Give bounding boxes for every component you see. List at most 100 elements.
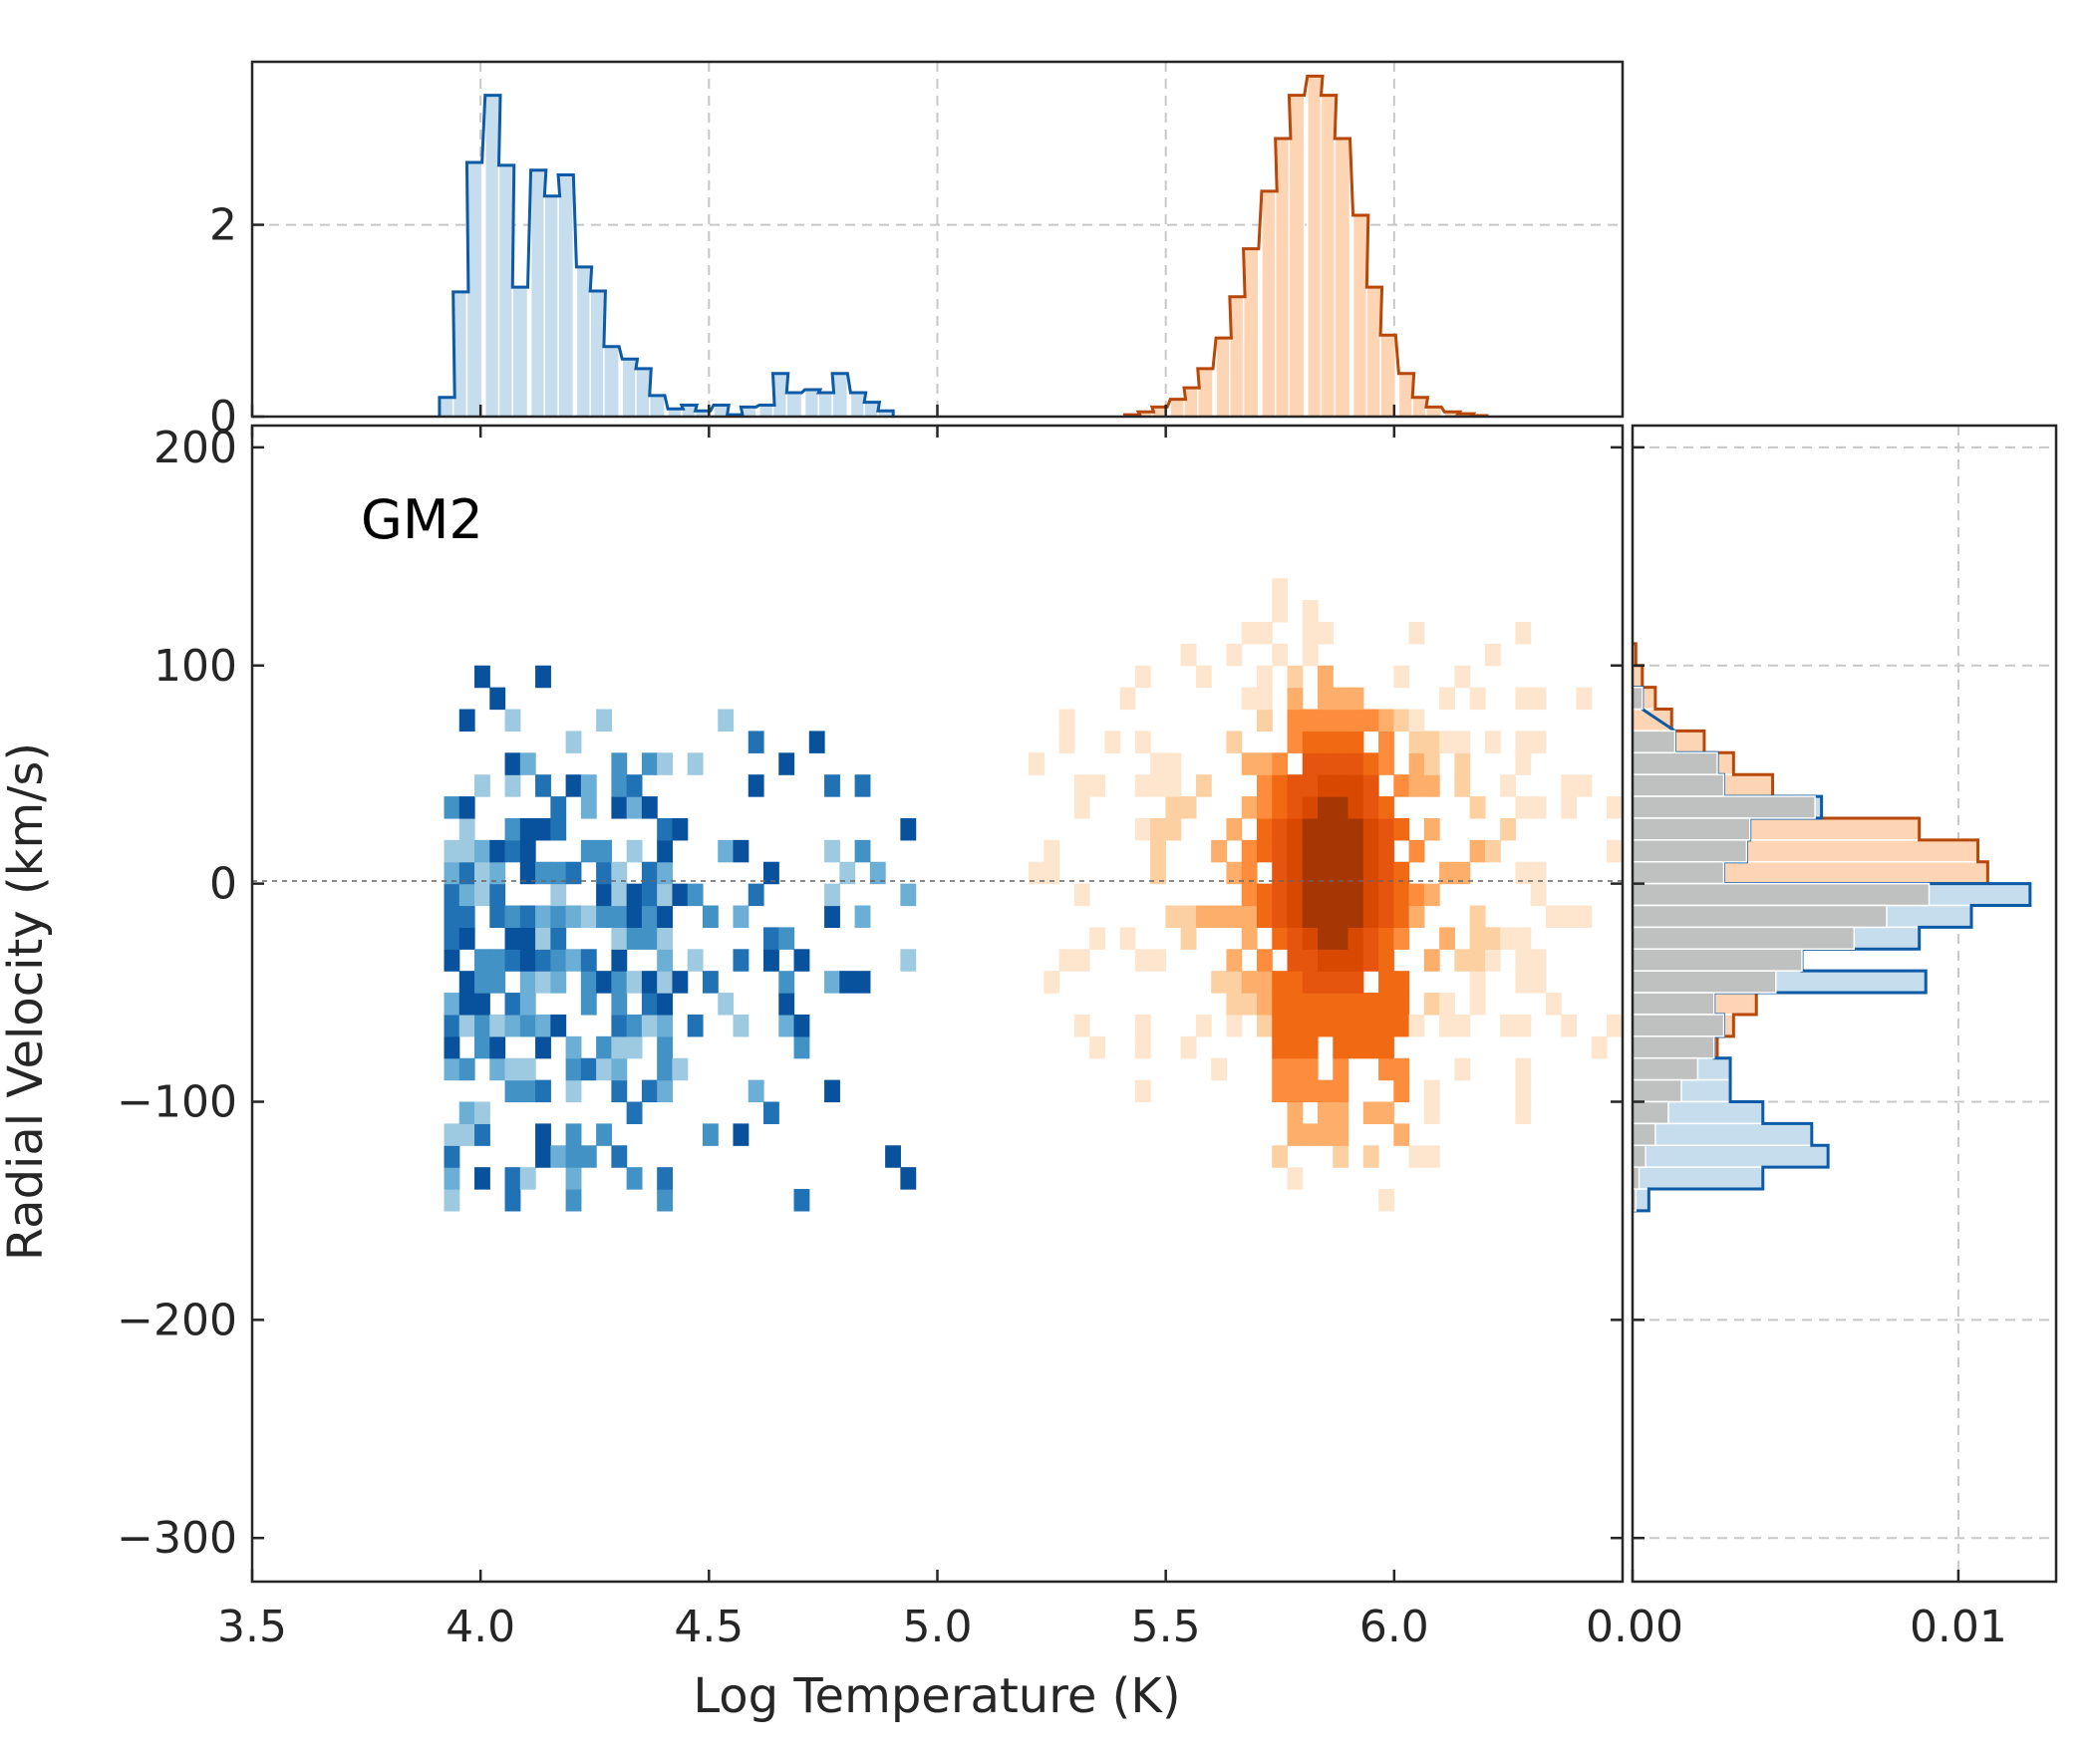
cool-cell (733, 905, 749, 928)
hot-cell (1195, 774, 1212, 797)
hot-cell (1029, 861, 1045, 885)
cool-cell (900, 1167, 917, 1190)
cool-cell (444, 839, 460, 863)
cool-cell (444, 861, 460, 885)
hot-cell (1333, 774, 1349, 797)
cool-cell (489, 1035, 506, 1059)
cool-cell (519, 861, 536, 885)
hot-cell (1272, 905, 1289, 928)
hot-cell (1318, 796, 1334, 819)
cool-cell (565, 905, 582, 928)
hot-cell (1287, 665, 1304, 689)
cool-cell (565, 949, 582, 972)
hot-cell (1378, 839, 1394, 863)
right-overlap-bar (1632, 795, 1816, 819)
cool-cell (474, 883, 490, 907)
right-overlap-bar (1632, 1122, 1656, 1147)
hot-cell (1530, 731, 1547, 753)
hot-cell (1408, 1145, 1425, 1168)
hot-cell (1439, 927, 1455, 950)
top-cool-bar (543, 194, 561, 418)
hot-cell (1256, 839, 1273, 863)
right-overlap-bar (1632, 839, 1748, 863)
hot-cell (1576, 774, 1593, 797)
right-overlap-bar (1632, 904, 1888, 929)
cool-cell (657, 861, 674, 885)
hot-cell (1256, 709, 1273, 733)
x-tick-label: 3.5 (217, 1602, 287, 1652)
hot-cell (1287, 971, 1304, 994)
cool-cell (657, 927, 674, 950)
hot-cell (1362, 927, 1379, 950)
cool-cell (824, 1079, 840, 1103)
hot-cell (1378, 1035, 1394, 1059)
hot-cell (1378, 817, 1394, 841)
cool-cell (444, 1167, 460, 1190)
hot-cell (1484, 949, 1501, 972)
cool-cell (519, 927, 536, 950)
top-cool-bar (589, 290, 607, 418)
cool-cell (596, 709, 612, 733)
hot-cell (1469, 971, 1486, 994)
hot-cell (1408, 1014, 1425, 1037)
cool-cell (474, 1101, 490, 1124)
cool-cell (778, 927, 795, 950)
cool-cell (550, 796, 567, 819)
cool-cell (672, 1057, 689, 1081)
cool-cell (626, 971, 643, 994)
hot-cell (1302, 1014, 1319, 1037)
hot-cell (1272, 1145, 1289, 1168)
hot-cell (1058, 709, 1075, 733)
hot-cell (1454, 665, 1471, 689)
cool-cell (489, 861, 506, 885)
hot-cell (1423, 731, 1440, 753)
hot-cell (1530, 861, 1547, 885)
cool-cell (444, 927, 460, 950)
cool-cell (550, 949, 567, 972)
cool-cell (474, 993, 490, 1016)
cool-cell (458, 883, 475, 907)
top-cool-bar (831, 372, 849, 418)
cool-cell (504, 817, 521, 841)
cool-cell (519, 839, 536, 863)
cool-cell (474, 774, 490, 797)
hot-cell (1393, 861, 1410, 885)
cool-cell (444, 1035, 460, 1059)
hot-cell (1318, 839, 1334, 863)
top-cool-bar (529, 168, 547, 418)
y-tick-label: −100 (117, 1076, 237, 1127)
hot-cell (1393, 665, 1410, 689)
hot-cell (1302, 1123, 1319, 1146)
hot-cell (1211, 971, 1228, 994)
hot-cell (1134, 1035, 1151, 1059)
top-cool-bar (557, 173, 575, 418)
hot-cell (1302, 1079, 1319, 1103)
hot-cell (1318, 774, 1334, 797)
cool-cell (763, 861, 779, 885)
cool-cell (596, 861, 612, 885)
hot-cell (1287, 1014, 1304, 1037)
hot-cell (1333, 1079, 1349, 1103)
cool-cell (596, 1035, 612, 1059)
hot-cell (1347, 861, 1364, 885)
hot-cell (1378, 1101, 1394, 1124)
cool-cell (611, 971, 628, 994)
hot-cell (1256, 774, 1273, 797)
cool-cell (580, 949, 597, 972)
hot-cell (1241, 927, 1258, 950)
cool-cell (444, 1189, 460, 1212)
hot-cell (1287, 709, 1304, 733)
hot-cell (1378, 709, 1394, 733)
cool-cell (458, 839, 475, 863)
hot-cell (1515, 1014, 1532, 1037)
cool-cell (657, 817, 674, 841)
x-tick-label: 5.5 (1131, 1602, 1201, 1652)
hot-cell (1362, 796, 1379, 819)
top-cool-bar (649, 395, 666, 418)
right-overlap-bar (1632, 948, 1803, 972)
cool-cell (641, 993, 658, 1016)
cool-cell (474, 971, 490, 994)
hot-cell (1287, 1123, 1304, 1146)
hot-cell (1454, 1014, 1471, 1037)
cool-cell (839, 861, 856, 885)
